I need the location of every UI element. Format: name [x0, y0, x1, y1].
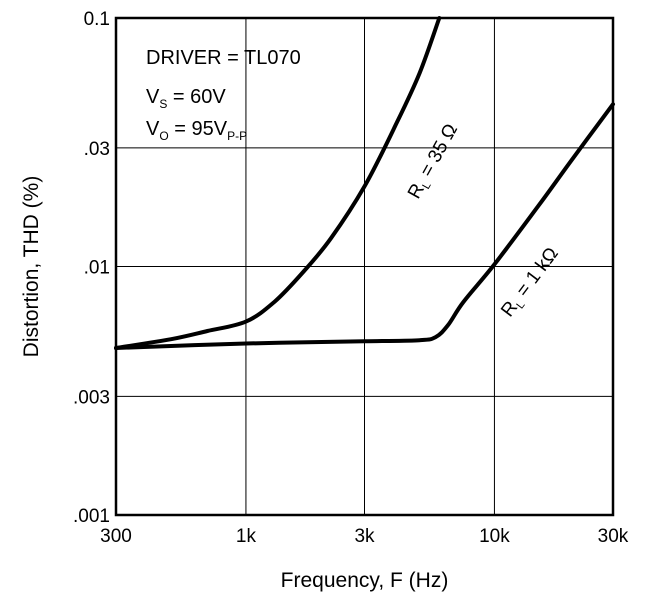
series-line-rl-35-ohm	[114, 16, 442, 350]
y-tick-label: .03	[84, 139, 110, 160]
series-line-rl-1k-ohm	[114, 102, 615, 350]
vo-value-subscript: P-P	[227, 129, 247, 143]
vo-subscript: O	[159, 129, 168, 143]
vo-symbol: V	[146, 118, 160, 140]
x-tick-label: 300	[100, 526, 132, 547]
x-tick-label: 10k	[479, 526, 510, 547]
driver-annotation: DRIVER = TL070	[146, 47, 301, 69]
vo-value: = 95V	[169, 118, 228, 140]
output-voltage-annotation: VO = 95VP-P	[146, 118, 247, 143]
series-label-rl-1k-ohm: RL = 1 kΩ	[497, 244, 564, 323]
supply-voltage-annotation: VS = 60V	[146, 86, 226, 111]
conditions-annotation: DRIVER = TL070 VS = 60V VO = 95VP-P	[146, 47, 301, 143]
vs-symbol: V	[146, 86, 160, 108]
y-tick-label: .003	[73, 387, 110, 408]
series-label-subscript: L	[420, 180, 433, 191]
x-axis-title: Frequency, F (Hz)	[281, 569, 449, 592]
y-tick-label: .001	[73, 506, 110, 527]
series-label-value: = 35 Ω	[414, 120, 463, 185]
x-tick-label: 1k	[236, 526, 257, 547]
vs-value: = 60V	[167, 86, 226, 108]
y-axis-title: Distortion, THD (%)	[20, 176, 43, 358]
series-label-rl-35-ohm: RL = 35 Ω	[404, 120, 464, 203]
y-tick-label: 0.1	[84, 9, 110, 30]
tick-labels: 300 1k 3k 10k 30k .001 .003 .01 .03 0.1	[73, 9, 629, 547]
y-tick-label: .01	[84, 258, 110, 279]
x-tick-label: 3k	[354, 526, 375, 547]
curves	[114, 16, 615, 350]
plot-frame	[114, 16, 615, 517]
x-tick-label: 30k	[598, 526, 629, 547]
vs-subscript: S	[159, 97, 167, 111]
series-label-value: = 1 kΩ	[509, 244, 563, 306]
